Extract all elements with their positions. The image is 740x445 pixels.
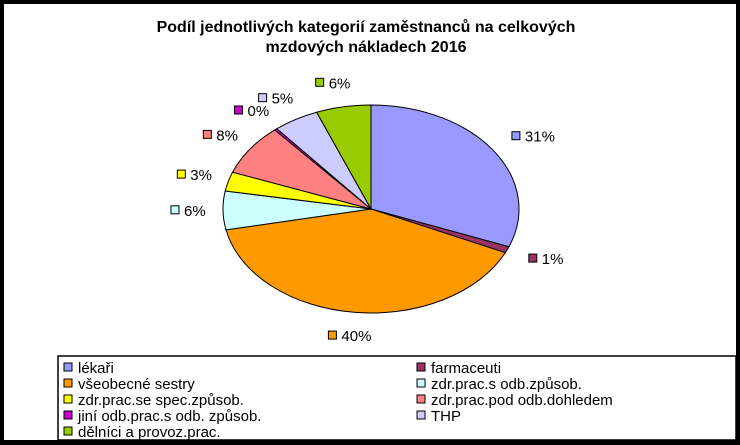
slice-labels: 31% 1% 40% 6% 3% 8% 0%5% 6% (170, 75, 564, 345)
slice-label-5: 8% (216, 127, 238, 144)
legend-label-8: dělníci a provoz.prac. (78, 424, 221, 440)
legend-marker-3 (416, 378, 426, 388)
slice-label-marker-1 (528, 253, 538, 263)
slice-label-marker-6 (234, 105, 243, 115)
legend-label-3: zdr.prac.s odb.způsob. (431, 376, 582, 393)
pie-slice-8 (315, 104, 372, 211)
slice-label-2: 40% (341, 328, 371, 345)
legend-label-0: lékaři (78, 360, 114, 377)
slice-label-marker-2 (327, 330, 337, 340)
chart-title-line-1: Podíl jednotlivých kategorií zaměstnanců… (157, 19, 576, 36)
legend-label-2: všeobecné sestry (78, 376, 195, 393)
legend-label-7: THP (431, 408, 461, 425)
chart-area: Podíl jednotlivých kategorií zaměstnanců… (4, 4, 737, 441)
slice-label-marker-4 (176, 169, 186, 179)
legend-marker-0 (63, 362, 73, 372)
slice-label-marker-8 (315, 77, 325, 87)
pie-slices (222, 104, 520, 314)
legend-label-6: jiní odb.prac.s odb. způsob. (77, 408, 261, 425)
slice-label-marker-7 (258, 93, 268, 103)
slice-label-0: 31% (525, 129, 555, 146)
legend-marker-1 (416, 362, 426, 372)
slice-label-6: 0% (248, 103, 270, 120)
slice-label-1: 1% (542, 251, 564, 268)
legend-label-5: zdr.prac.pod odb.dohledem (431, 392, 613, 409)
chart-title-line-2: mzdových nákladech 2016 (266, 39, 467, 56)
legend-marker-5 (416, 394, 426, 404)
slice-label-marker-5 (202, 129, 212, 139)
slice-label-7: 5% (272, 91, 294, 108)
legend-marker-4 (63, 394, 73, 404)
legend-label-1: farmaceuti (431, 360, 501, 377)
slice-label-marker-0 (511, 131, 521, 141)
pie-slice-0 (370, 104, 520, 248)
legend-label-4: zdr.prac.se spec.způsob. (78, 392, 244, 409)
slice-label-8: 6% (329, 75, 351, 92)
slice-label-3: 6% (184, 203, 206, 220)
pie-slice-2 (225, 208, 507, 314)
slice-label-4: 3% (190, 167, 212, 184)
pie-chart: Podíl jednotlivých kategorií zaměstnanců… (57, 19, 737, 441)
legend-marker-8 (63, 426, 73, 436)
slice-label-marker-3 (170, 205, 180, 215)
legend-box (57, 355, 737, 441)
legend-marker-7 (416, 410, 426, 420)
legend-marker-2 (63, 378, 73, 388)
legend-marker-6 (63, 410, 73, 420)
